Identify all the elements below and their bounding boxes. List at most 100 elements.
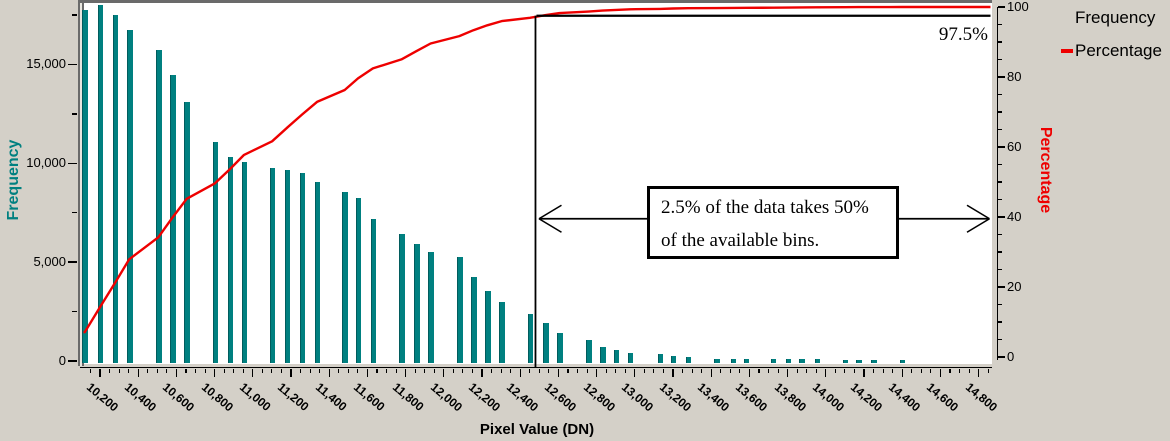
x-tick-minor [414, 368, 416, 373]
x-tick-minor [338, 368, 340, 373]
histogram-bar [155, 49, 162, 364]
x-tick-minor [128, 368, 130, 373]
annotation-box: 2.5% of the data takes 50% of the availa… [647, 186, 899, 259]
x-tick-label: 12,200 [466, 380, 504, 415]
x-tick-minor [815, 368, 817, 373]
right-tick-minor [998, 198, 1002, 201]
x-tick-minor [195, 368, 197, 373]
histogram-bar [899, 360, 906, 364]
histogram-bar [284, 170, 291, 364]
x-tick-minor [538, 368, 540, 373]
x-tick-label: 12,000 [427, 380, 465, 415]
x-tick-label: 14,800 [962, 380, 1000, 415]
histogram-bar [785, 359, 792, 364]
histogram-bar [871, 359, 877, 364]
plot-border-left [78, 0, 81, 366]
left-tick-label: 15,000 [26, 56, 66, 72]
x-tick-label: 14,200 [848, 380, 886, 415]
y-axis-title-right: Percentage [1037, 126, 1054, 214]
plot-area [84, 2, 992, 364]
x-axis-title: Pixel Value (DN) [479, 421, 595, 438]
x-tick-label: 12,600 [542, 380, 580, 415]
x-tick-major [939, 368, 942, 377]
x-tick-label: 11,600 [351, 380, 389, 414]
x-tick-minor [615, 368, 617, 373]
right-tick-minor [998, 251, 1002, 253]
left-tick-minor [71, 211, 77, 214]
x-tick-minor [500, 368, 502, 373]
right-tick-label: 20 [1007, 279, 1022, 294]
x-tick-major [405, 368, 407, 377]
x-tick-label: 13,400 [695, 380, 733, 415]
x-tick-major [481, 368, 483, 377]
x-tick-minor [471, 368, 474, 373]
right-tick-label: 80 [1007, 69, 1022, 84]
histogram-bar [842, 359, 849, 364]
x-tick-minor [834, 368, 836, 373]
x-tick-minor [319, 368, 321, 373]
x-tick-major [519, 368, 521, 377]
histogram-bar [456, 257, 463, 364]
legend-item-frequency: Frequency [1075, 8, 1156, 27]
histogram-bar [399, 234, 405, 364]
left-tick-major [68, 63, 77, 66]
right-tick-major [998, 6, 1005, 8]
x-tick-minor [873, 368, 875, 373]
x-tick-minor [109, 368, 111, 373]
histogram-bar [627, 353, 634, 364]
right-tick-major [998, 76, 1005, 78]
x-tick-major [978, 368, 980, 377]
right-tick-minor [998, 181, 1002, 183]
right-tick-major [998, 356, 1005, 358]
x-tick-label: 10,200 [84, 380, 122, 415]
x-tick-minor [309, 368, 311, 373]
right-tick-minor [998, 111, 1002, 113]
x-tick-minor [691, 368, 693, 373]
plot-border-left-light [80, 0, 82, 366]
x-tick-major [443, 368, 445, 377]
right-tick-label: 100 [1007, 0, 1029, 14]
x-tick-minor [987, 368, 989, 373]
left-tick-major [68, 261, 77, 263]
x-tick-minor [89, 368, 92, 373]
x-tick-label: 11,000 [236, 380, 274, 414]
x-tick-minor [930, 368, 932, 373]
x-tick-minor [777, 368, 779, 373]
x-tick-minor [586, 368, 588, 373]
x-tick-major [748, 368, 751, 377]
histogram-bar [586, 340, 592, 364]
x-tick-minor [624, 368, 626, 373]
x-tick-minor [577, 368, 579, 373]
histogram-bar [97, 5, 104, 364]
x-tick-major [137, 368, 139, 377]
y-axis-title-left: Frequency [5, 139, 22, 221]
right-tick-minor [998, 268, 1002, 271]
x-tick-minor [911, 368, 913, 373]
x-tick-minor [729, 368, 731, 373]
x-tick-major [214, 368, 216, 377]
x-tick-minor [768, 368, 770, 373]
histogram-bar [543, 323, 550, 364]
histogram-bar [126, 29, 133, 364]
x-tick-minor [529, 368, 531, 373]
x-tick-label: 12,400 [504, 380, 542, 415]
x-tick-minor [280, 368, 283, 373]
annotation-line-1: 2.5% of the data takes 50% [661, 197, 869, 218]
right-tick-major [998, 216, 1005, 218]
x-tick-label: 13,800 [771, 380, 809, 415]
x-tick-minor [118, 368, 120, 373]
x-tick-minor [701, 368, 703, 373]
x-tick-minor [653, 368, 655, 373]
x-tick-minor [662, 368, 665, 373]
x-tick-label: 10,800 [198, 380, 236, 415]
x-tick-minor [739, 368, 741, 373]
right-tick-minor [998, 321, 1002, 323]
x-tick-minor [156, 368, 158, 373]
x-tick-minor [242, 368, 244, 373]
histogram-bar [471, 276, 477, 364]
x-tick-minor [166, 368, 168, 373]
x-tick-minor [796, 368, 798, 373]
x-tick-major [787, 368, 789, 377]
right-tick-minor [998, 303, 1002, 306]
right-tick-label: 0 [1007, 349, 1015, 364]
